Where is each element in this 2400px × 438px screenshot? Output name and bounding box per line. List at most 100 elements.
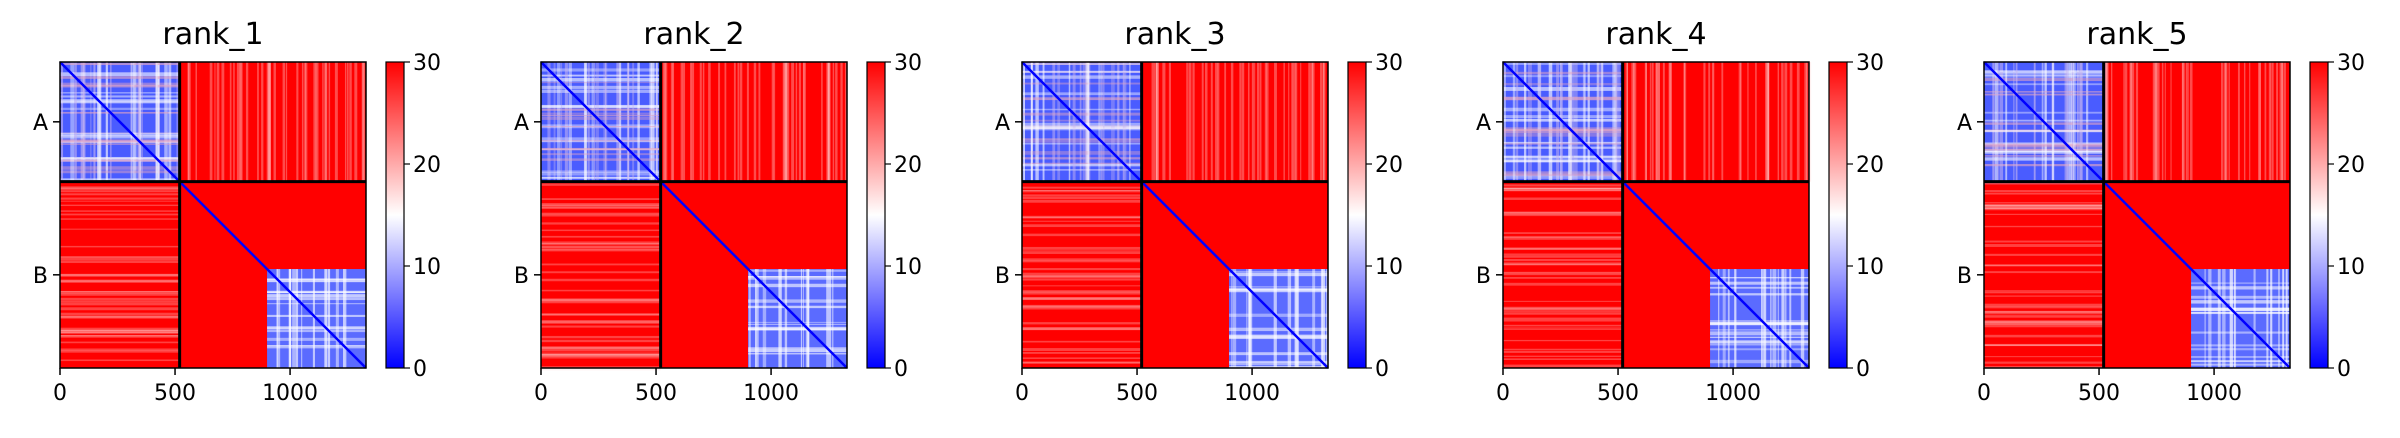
block-B-stripe-v	[327, 269, 331, 368]
block-A-stripe-h	[541, 147, 661, 151]
interchain-AB-stripe	[361, 62, 365, 182]
interchain-AB-stripe	[2264, 62, 2267, 182]
block-A-stripe-v	[1023, 62, 1025, 182]
colorbar-frame	[385, 61, 405, 369]
x-tick-label: 1000	[1705, 381, 1761, 406]
interchain-AB-stripe	[795, 62, 798, 182]
interchain-AB-stripe	[827, 62, 831, 182]
block-B-stripe-h	[1710, 340, 1809, 344]
colorbar-tick-label: 30	[1375, 51, 1403, 76]
interchain-AB-stripe	[1217, 62, 1220, 182]
interchain-AB-stripe	[315, 62, 319, 182]
interchain-BA-stripe	[1984, 361, 2104, 364]
interchain-BA-stripe	[1984, 305, 2104, 309]
block-B-stripe-v	[1231, 269, 1233, 368]
colorbar-frame	[866, 61, 886, 369]
block-A-stripe-h	[1503, 155, 1623, 158]
block-A-stripe-v	[649, 62, 652, 182]
interchain-AB-stripe	[1796, 62, 1800, 182]
interchain-AB-stripe	[1658, 62, 1660, 182]
interchain-AB-stripe	[1241, 62, 1245, 182]
interchain-AB-stripe	[1322, 62, 1325, 182]
panel-3: rank_3 0 500 1000 A B 0 10 20 30	[995, 17, 1403, 406]
interchain-BA-stripe	[1984, 344, 2104, 347]
block-B-stripe-v	[343, 269, 345, 368]
block-A-stripe-h	[60, 178, 180, 181]
interchain-BA-stripe	[60, 190, 180, 193]
block-B-stripe-v	[1722, 269, 1726, 368]
block-A-stripe-v	[637, 62, 640, 182]
interchain-BA-stripe	[60, 293, 180, 296]
interchain-BA-stripe	[541, 353, 661, 357]
interchain-BA-stripe	[1022, 260, 1142, 263]
block-A-stripe-h	[1503, 62, 1623, 65]
interchain-BA-stripe	[1022, 186, 1142, 189]
block-B-stripe-h	[267, 314, 366, 317]
block-B-stripe-v	[762, 269, 767, 368]
block-A-stripe-h	[1503, 142, 1623, 145]
block-A-stripe-h	[541, 172, 661, 176]
interchain-BA-stripe	[541, 313, 661, 316]
block-B-stripe-h	[267, 291, 366, 294]
block-A-stripe-h	[541, 141, 661, 143]
interchain-AB-stripe	[2225, 62, 2228, 182]
block-B-stripe-h	[1229, 272, 1328, 277]
block-B-stripe-v	[1763, 269, 1767, 368]
diagonal	[540, 61, 848, 369]
interchain-AB-stripe	[1155, 62, 1159, 182]
interchain-AB-stripe	[1683, 62, 1685, 182]
block-A-stripe-h	[1022, 143, 1142, 145]
interchain-BA-stripe	[1984, 315, 2104, 318]
block-A-stripe-h	[60, 100, 180, 104]
block-B-stripe-v	[2234, 269, 2236, 368]
interchain-BA-stripe	[60, 327, 180, 331]
interchain-BA-stripe	[1984, 323, 2104, 325]
block-B-stripe-h	[1229, 352, 1328, 356]
interchain-AB-stripe	[1264, 62, 1267, 182]
block-B-stripe-v	[2229, 269, 2233, 368]
interchain-BA-stripe	[1503, 247, 1623, 250]
block-A-stripe-v	[1573, 62, 1578, 182]
y-tick-label: A	[1957, 111, 1972, 136]
block-A-stripe-h	[1503, 171, 1623, 174]
interchain-BA-stripe	[1022, 246, 1142, 250]
interchain-BA-stripe	[1503, 188, 1623, 192]
interchain-AB-stripe	[1283, 62, 1285, 182]
block-B-stripe-v	[826, 269, 828, 368]
interchain-AB-stripe	[245, 62, 249, 182]
colorbar-frame	[1347, 61, 1367, 369]
x-tick-label: 1000	[2186, 381, 2242, 406]
block-B-stripe-h	[748, 352, 847, 355]
interchain-AB-stripe	[2181, 62, 2184, 182]
interchain-BA-stripe	[541, 183, 661, 186]
block-B-stripe-v	[1248, 269, 1250, 368]
interchain-AB-stripe	[1711, 62, 1714, 182]
interchain-AB-stripe	[267, 62, 271, 182]
block-A-stripe-h	[541, 158, 661, 161]
interchain-AB-stripe	[1254, 62, 1256, 182]
block-A-stripe-h	[541, 112, 661, 115]
block-B-stripe-h	[1229, 365, 1328, 369]
interchain-AB-stripe	[2182, 62, 2185, 182]
block-A-stripe-v	[655, 62, 658, 182]
y-tick-label: B	[514, 264, 529, 289]
interchain-BA-stripe	[1503, 350, 1623, 353]
interchain-AB-stripe	[2170, 62, 2172, 182]
interchain-BA-stripe	[1984, 334, 2104, 338]
block-A-stripe-v	[90, 62, 92, 182]
block-B-stripe-h	[1710, 331, 1809, 336]
interchain-BA-stripe	[1022, 290, 1142, 293]
block-B-stripe-h	[1229, 286, 1328, 288]
block-A-stripe-v	[1523, 62, 1527, 182]
interchain-BA-stripe	[1022, 196, 1142, 200]
block-A-stripe-h	[60, 158, 180, 162]
interchain-BA-stripe	[1984, 311, 2104, 315]
block-A-stripe-v	[1030, 62, 1032, 182]
block-B-stripe-v	[2266, 269, 2269, 368]
interchain-AB-stripe	[282, 62, 286, 182]
x-tick-label: 0	[1015, 381, 1029, 406]
block-B-stripe-h	[267, 297, 366, 301]
interchain-BA-stripe	[1022, 216, 1142, 219]
interchain-AB-stripe	[1784, 62, 1788, 182]
y-tick-label: A	[33, 111, 48, 136]
